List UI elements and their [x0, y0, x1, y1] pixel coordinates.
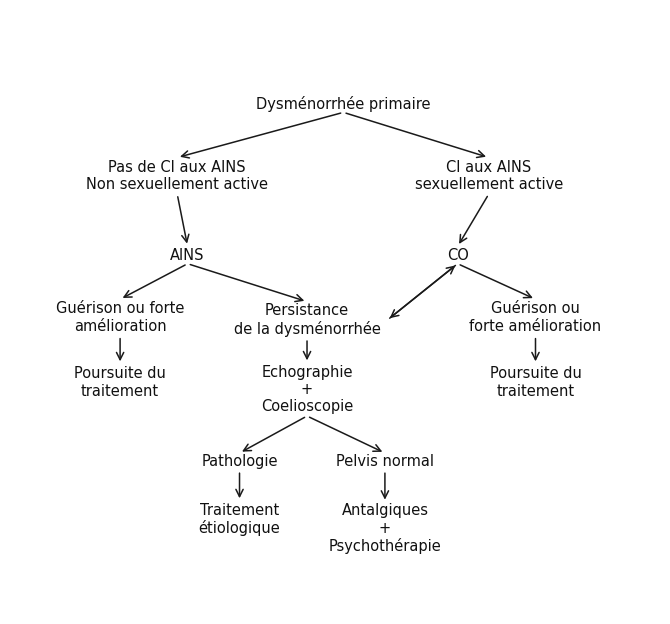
Text: Persistance
de la dysménorrhée: Persistance de la dysménorrhée	[234, 303, 381, 337]
Text: Guérison ou forte
amélioration: Guérison ou forte amélioration	[56, 301, 184, 334]
Text: CI aux AINS
sexuellement active: CI aux AINS sexuellement active	[415, 160, 563, 192]
Text: Guérison ou
forte amélioration: Guérison ou forte amélioration	[470, 301, 602, 334]
Text: Pelvis normal: Pelvis normal	[336, 454, 434, 469]
Text: Traitement
étiologique: Traitement étiologique	[198, 502, 281, 536]
Text: Poursuite du
traitement: Poursuite du traitement	[490, 366, 582, 399]
Text: CO: CO	[447, 248, 468, 263]
Text: Echographie
+
Coelioscopie: Echographie + Coelioscopie	[261, 364, 353, 414]
Text: AINS: AINS	[170, 248, 205, 263]
Text: Pas de CI aux AINS
Non sexuellement active: Pas de CI aux AINS Non sexuellement acti…	[86, 160, 268, 192]
Text: Antalgiques
+
Psychothérapie: Antalgiques + Psychothérapie	[328, 504, 442, 555]
Text: Dysménorrhée primaire: Dysménorrhée primaire	[256, 95, 431, 112]
Text: Pathologie: Pathologie	[201, 454, 278, 469]
Text: Poursuite du
traitement: Poursuite du traitement	[74, 366, 166, 399]
